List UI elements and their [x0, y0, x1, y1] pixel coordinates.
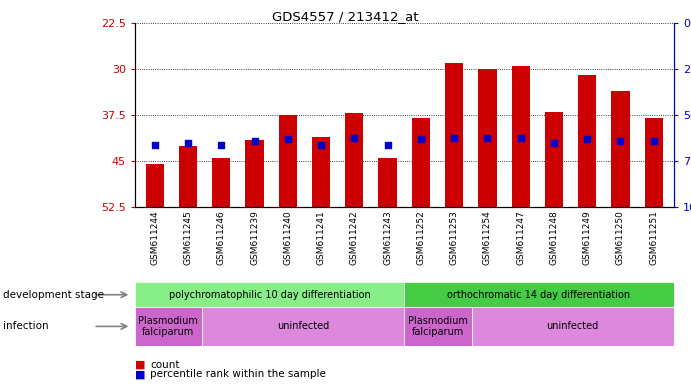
Point: [382, 142, 393, 148]
Text: Plasmodium
falciparum: Plasmodium falciparum: [408, 316, 468, 337]
Point: [182, 140, 193, 146]
Point: [648, 138, 659, 144]
Text: uninfected: uninfected: [277, 321, 330, 331]
Bar: [612, 91, 630, 207]
Text: count: count: [150, 360, 180, 370]
Bar: [445, 63, 463, 207]
Bar: [545, 112, 563, 207]
Point: [349, 135, 360, 141]
Bar: [212, 158, 230, 207]
Bar: [346, 113, 363, 207]
Point: [216, 142, 227, 148]
Text: ■: ■: [135, 369, 145, 379]
Bar: [478, 69, 497, 207]
Text: orthochromatic 14 day differentiation: orthochromatic 14 day differentiation: [447, 290, 631, 300]
Point: [615, 138, 626, 144]
Text: uninfected: uninfected: [547, 321, 599, 331]
Point: [316, 142, 327, 148]
Text: Plasmodium
falciparum: Plasmodium falciparum: [138, 316, 198, 337]
Point: [415, 136, 426, 142]
Point: [515, 135, 527, 141]
Bar: [412, 118, 430, 207]
Bar: [645, 118, 663, 207]
Text: polychromatophilic 10 day differentiation: polychromatophilic 10 day differentiatio…: [169, 290, 370, 300]
Bar: [578, 75, 596, 207]
Bar: [278, 115, 297, 207]
Bar: [511, 66, 530, 207]
Bar: [245, 140, 264, 207]
Point: [282, 136, 293, 142]
Bar: [379, 158, 397, 207]
Text: infection: infection: [3, 321, 49, 331]
Bar: [146, 164, 164, 207]
Bar: [312, 137, 330, 207]
Text: development stage: development stage: [3, 290, 104, 300]
Text: ■: ■: [135, 360, 145, 370]
Text: percentile rank within the sample: percentile rank within the sample: [150, 369, 326, 379]
Point: [249, 138, 260, 144]
Point: [549, 140, 560, 146]
Point: [448, 135, 460, 141]
Point: [149, 142, 160, 148]
Point: [482, 135, 493, 141]
Point: [582, 136, 593, 142]
Text: GDS4557 / 213412_at: GDS4557 / 213412_at: [272, 10, 419, 23]
Bar: [179, 146, 197, 207]
